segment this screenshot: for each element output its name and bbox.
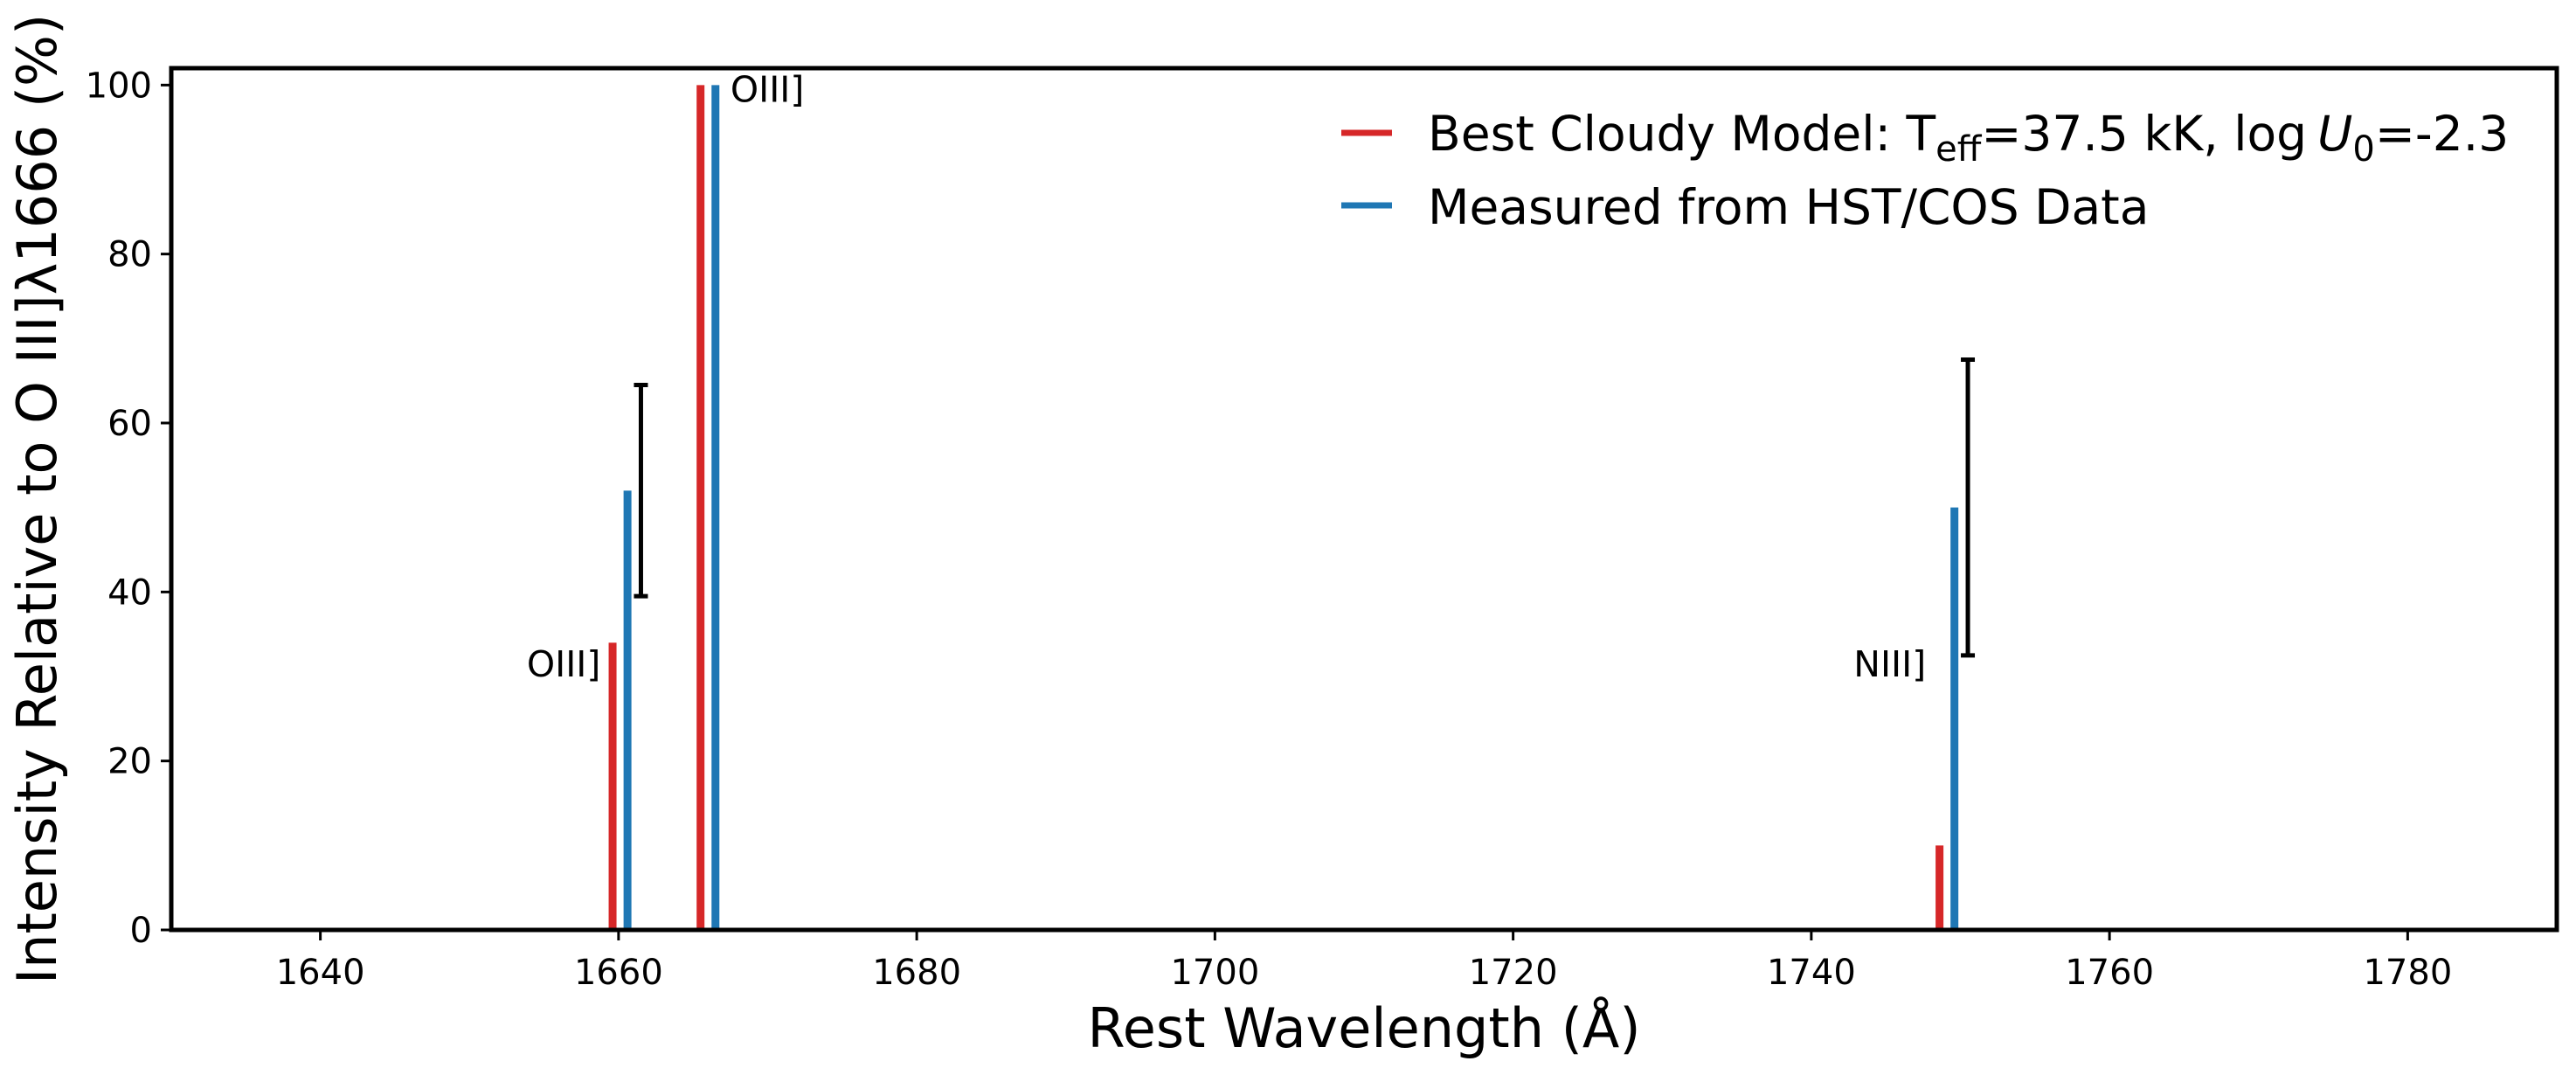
y-tick-label-20: 20 bbox=[107, 742, 152, 782]
x-tick-label-1700: 1700 bbox=[1170, 953, 1259, 993]
line-label-0: OIII] bbox=[527, 643, 601, 685]
x-tick-label-1740: 1740 bbox=[1767, 953, 1856, 993]
legend-label-measured: Measured from HST/COS Data bbox=[1428, 179, 2149, 235]
y-axis-title: Intensity Relative to O III]λ1666 (%) bbox=[5, 14, 69, 984]
x-tick-label-1660: 1660 bbox=[574, 953, 663, 993]
line-label-2: NIII] bbox=[1853, 643, 1926, 685]
legend: Best Cloudy Model: Teff=37.5 kK, log U0=-… bbox=[1341, 106, 2509, 235]
x-tick-label-1680: 1680 bbox=[872, 953, 961, 993]
x-axis: 1640 1660 1680 1700 1720 1740 1760 1780 bbox=[276, 930, 2452, 993]
x-axis-title: Rest Wavelength (Å) bbox=[1087, 996, 1640, 1060]
x-tick-label-1720: 1720 bbox=[1469, 953, 1558, 993]
x-tick-label-1780: 1780 bbox=[2363, 953, 2452, 993]
y-tick-label-40: 40 bbox=[107, 572, 152, 613]
bars-layer bbox=[608, 85, 1959, 930]
error-bars-layer bbox=[634, 357, 1976, 658]
x-tick-label-1760: 1760 bbox=[2065, 953, 2154, 993]
y-tick-label-80: 80 bbox=[107, 235, 152, 275]
y-axis: 0 20 40 60 80 100 bbox=[86, 66, 171, 951]
y-tick-label-60: 60 bbox=[107, 404, 152, 444]
annotations-layer: OIII] OIII] NIII] bbox=[527, 69, 1926, 685]
legend-label-model: Best Cloudy Model: Teff=37.5 kK, log U0=-… bbox=[1428, 106, 2509, 170]
y-tick-label-100: 100 bbox=[86, 66, 152, 106]
y-tick-label-0: 0 bbox=[130, 911, 152, 951]
line-label-1: OIII] bbox=[731, 69, 805, 111]
x-tick-label-1640: 1640 bbox=[276, 953, 365, 993]
plot-frame bbox=[169, 66, 2559, 933]
